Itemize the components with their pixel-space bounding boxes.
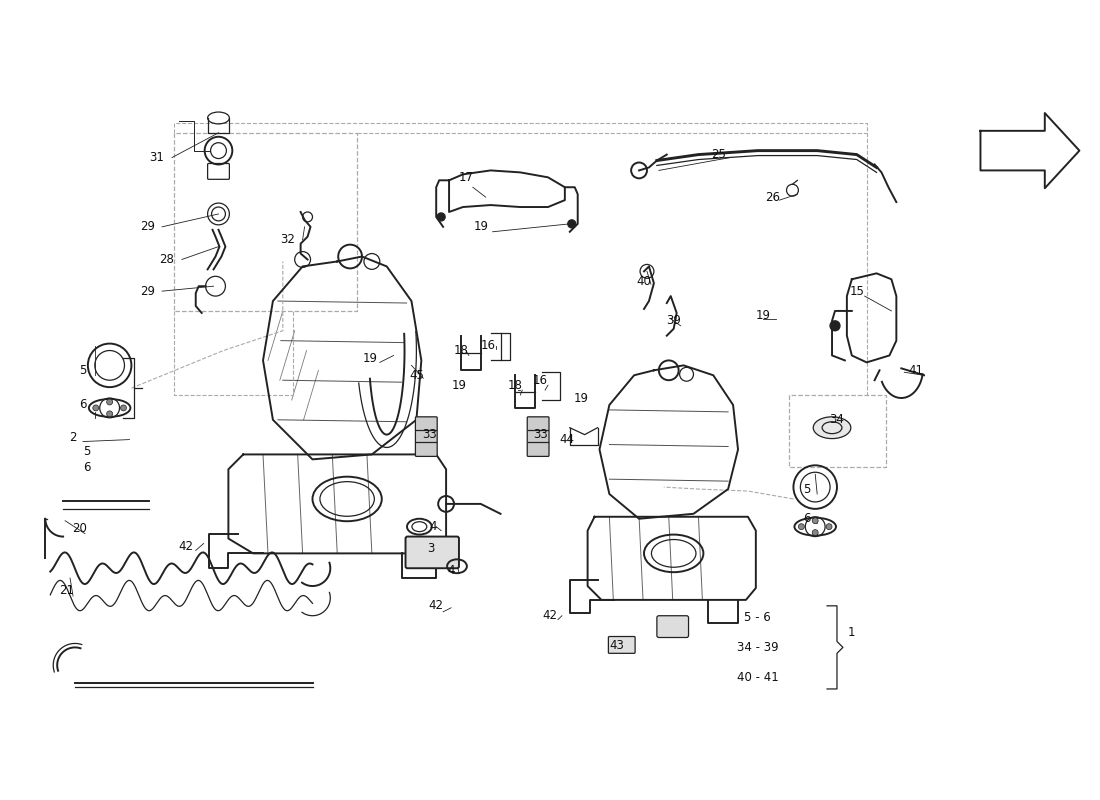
Circle shape <box>812 518 818 524</box>
FancyBboxPatch shape <box>416 417 437 457</box>
Text: 6: 6 <box>803 512 811 526</box>
Text: 3: 3 <box>428 542 435 555</box>
Text: 31: 31 <box>148 151 164 164</box>
FancyBboxPatch shape <box>406 537 459 568</box>
FancyBboxPatch shape <box>657 616 689 638</box>
Text: 26: 26 <box>766 190 780 204</box>
Circle shape <box>107 399 112 405</box>
Text: 40: 40 <box>637 274 651 288</box>
Circle shape <box>92 405 99 411</box>
Text: 41: 41 <box>909 364 924 377</box>
Text: 1: 1 <box>848 626 856 639</box>
Circle shape <box>437 213 446 221</box>
Circle shape <box>107 411 112 417</box>
Text: 34: 34 <box>829 414 845 426</box>
Text: 4: 4 <box>429 520 437 533</box>
Text: 19: 19 <box>756 310 770 322</box>
Circle shape <box>812 530 818 535</box>
Text: 5 - 6: 5 - 6 <box>745 611 771 624</box>
Text: 21: 21 <box>59 583 75 597</box>
Text: 39: 39 <box>667 314 681 327</box>
Text: 42: 42 <box>542 610 558 622</box>
Circle shape <box>121 405 126 411</box>
Text: 28: 28 <box>160 253 175 266</box>
Text: 43: 43 <box>609 639 625 652</box>
Text: 45: 45 <box>409 369 424 382</box>
Text: 40 - 41: 40 - 41 <box>737 670 779 683</box>
Text: 19: 19 <box>473 220 488 234</box>
Text: 25: 25 <box>711 148 726 161</box>
FancyBboxPatch shape <box>608 637 635 654</box>
Text: 29: 29 <box>140 285 155 298</box>
Text: 2: 2 <box>69 431 77 444</box>
Text: 4: 4 <box>448 564 454 577</box>
Text: 17: 17 <box>459 171 473 184</box>
Circle shape <box>826 524 832 530</box>
Text: 18: 18 <box>453 344 469 357</box>
Text: 16: 16 <box>532 374 548 386</box>
Ellipse shape <box>813 417 850 438</box>
Text: 33: 33 <box>532 428 548 441</box>
FancyBboxPatch shape <box>527 417 549 457</box>
Text: 19: 19 <box>574 391 590 405</box>
Circle shape <box>830 321 840 330</box>
Circle shape <box>568 220 575 228</box>
Text: 34 - 39: 34 - 39 <box>737 641 779 654</box>
Text: 15: 15 <box>849 285 865 298</box>
Text: 6: 6 <box>84 461 90 474</box>
Text: 6: 6 <box>79 398 87 411</box>
Text: 42: 42 <box>178 540 194 553</box>
Circle shape <box>799 524 804 530</box>
Text: 32: 32 <box>280 233 295 246</box>
Text: 5: 5 <box>84 445 90 458</box>
Text: 16: 16 <box>481 339 496 352</box>
Text: 33: 33 <box>422 428 437 441</box>
Text: 19: 19 <box>451 378 466 392</box>
Text: 5: 5 <box>804 482 811 495</box>
Text: 18: 18 <box>508 378 522 392</box>
Text: 20: 20 <box>73 522 87 535</box>
Text: 44: 44 <box>559 433 574 446</box>
Text: 5: 5 <box>79 364 87 377</box>
Text: 29: 29 <box>140 220 155 234</box>
Text: 42: 42 <box>429 599 443 612</box>
Text: 19: 19 <box>362 352 377 365</box>
